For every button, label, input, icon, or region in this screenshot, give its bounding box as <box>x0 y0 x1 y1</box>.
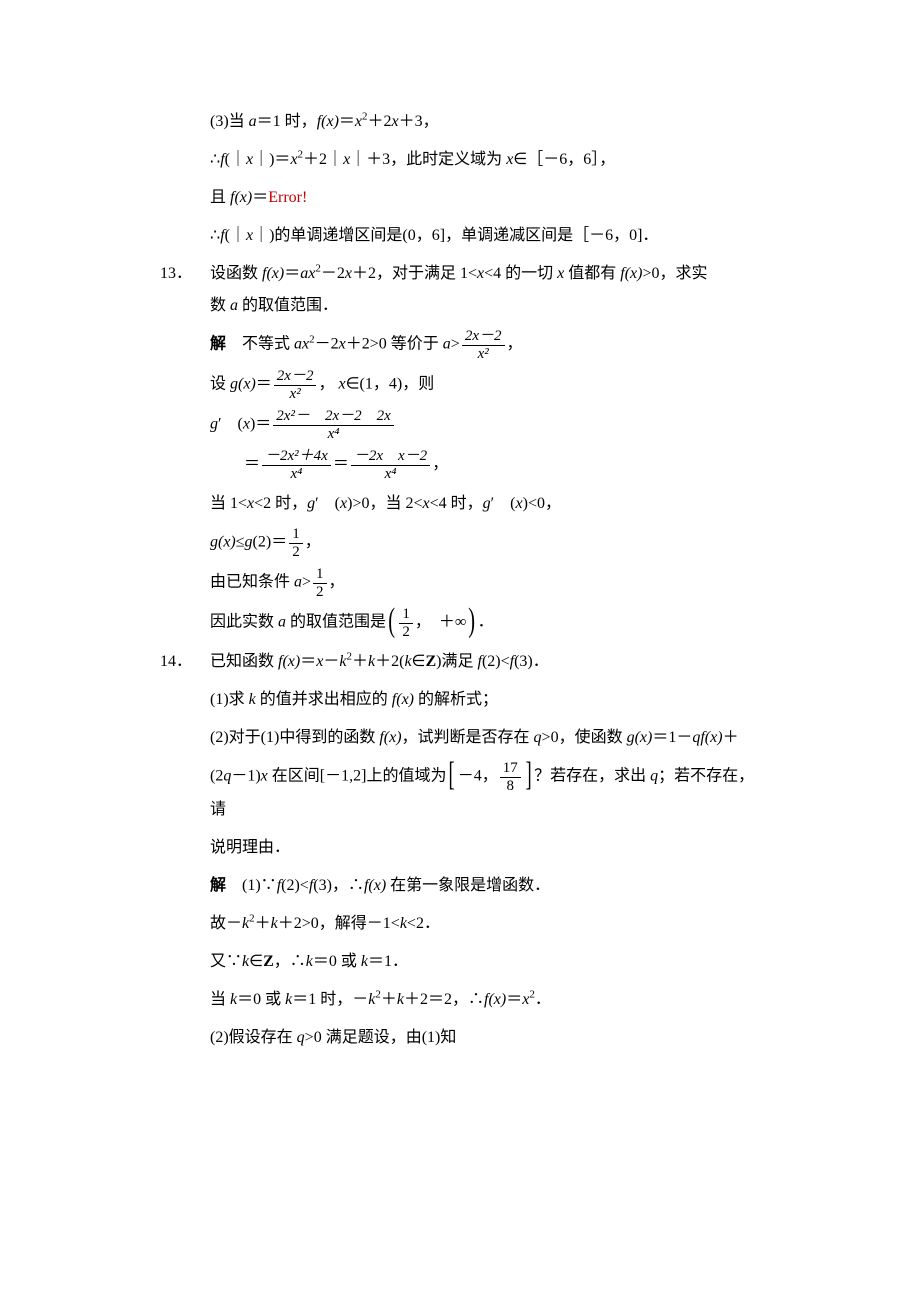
left-bracket-icon: [ <box>449 758 455 792</box>
fraction-4: －2x²＋4xx⁴ <box>262 448 331 482</box>
fraction-5: －2x x－2x⁴ <box>351 448 430 482</box>
solution-14: 解 (1)∵f(2)<f(3)，∴f(x) 在第一象限是增函数． <box>210 870 760 902</box>
fraction-1: 2x－2x² <box>462 328 505 362</box>
question-14: 14． 已知函数 f(x)＝x－k2＋k＋2(k∈Z)满足 f(2)<f(3)．… <box>160 646 760 1060</box>
solution-label: 解 <box>210 336 226 353</box>
fraction-2: 2x－2x² <box>274 368 317 402</box>
q13-number: 13． <box>160 258 210 646</box>
left-paren-icon: ( <box>388 604 395 638</box>
fraction-3: 2x²－ 2x－2 2xx⁴ <box>273 408 393 442</box>
line-3-4: ∴f(｜x｜)的单调递增区间是(0，6]，单调递减区间是［－6，0]． <box>160 220 760 252</box>
fraction-7: 12 <box>313 566 327 600</box>
question-13: 13． 设函数 f(x)＝ax2－2x＋2，对于满足 1<x<4 的一切 x 值… <box>160 258 760 646</box>
right-paren-icon: ) <box>469 604 476 638</box>
right-bracket-icon: ] <box>525 758 531 792</box>
fraction-8: 12 <box>399 606 413 640</box>
fraction-9: 178 <box>500 760 521 794</box>
solution-13: 解 不等式 ax2－2x＋2>0 等价于 a>2x－2x²， <box>210 328 760 362</box>
line-3-2: ∴f(｜x｜)＝x2＋2｜x｜＋3，此时定义域为 x∈［－6，6］， <box>160 144 760 176</box>
error-marker: Error! <box>268 189 307 206</box>
line-3-3: 且 f(x)＝Error! <box>160 182 760 214</box>
q14-number: 14． <box>160 646 210 1060</box>
fraction-6: 12 <box>289 526 303 560</box>
line-3-1: (3)当 a＝1 时，f(x)＝x2＋2x＋3， <box>160 106 760 138</box>
solution-label: 解 <box>210 877 226 894</box>
